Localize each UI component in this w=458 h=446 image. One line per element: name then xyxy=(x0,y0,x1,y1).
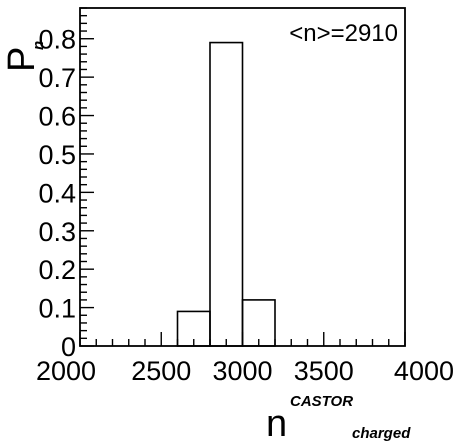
y-axis-label-sub: n xyxy=(30,41,47,50)
y-tick-label: 0.5 xyxy=(38,140,76,170)
histogram-bin-1 xyxy=(209,41,244,347)
y-axis-label-main: P xyxy=(1,47,43,72)
y-tick-label: 0.6 xyxy=(38,102,76,132)
y-tick-label: 0.1 xyxy=(38,294,76,324)
y-axis-ticks: 0 0.1 0.2 0.3 0.4 0.5 0.6 0.7 0.8 xyxy=(38,7,94,362)
x-axis-label-sup: CASTOR xyxy=(290,393,353,410)
x-axis-label: n CASTOR charged xyxy=(266,393,411,445)
y-tick-label: 0.4 xyxy=(38,178,76,208)
y-tick-label: 0.7 xyxy=(38,63,76,93)
plot-frame xyxy=(79,7,406,347)
y-tick-label: 0.8 xyxy=(38,25,76,55)
x-tick-label: 2500 xyxy=(131,356,191,386)
annotation-mean: <n>=2910 xyxy=(289,20,398,47)
x-tick-label: 3000 xyxy=(212,356,272,386)
x-axis-ticks: 2000 2500 3000 3500 4000 xyxy=(36,332,454,386)
x-tick-label: 4000 xyxy=(394,356,454,386)
y-tick-label: 0 xyxy=(61,332,76,362)
x-tick-label: 3500 xyxy=(294,356,354,386)
histogram-bins xyxy=(176,41,276,347)
y-tick-label: 0.3 xyxy=(38,217,76,247)
y-tick-label: 0.2 xyxy=(38,255,76,285)
x-tick-label: 2000 xyxy=(36,356,96,386)
x-axis-label-sub: charged xyxy=(352,425,411,442)
x-axis-label-main: n xyxy=(266,403,287,445)
y-axis-label: P n xyxy=(1,41,47,72)
